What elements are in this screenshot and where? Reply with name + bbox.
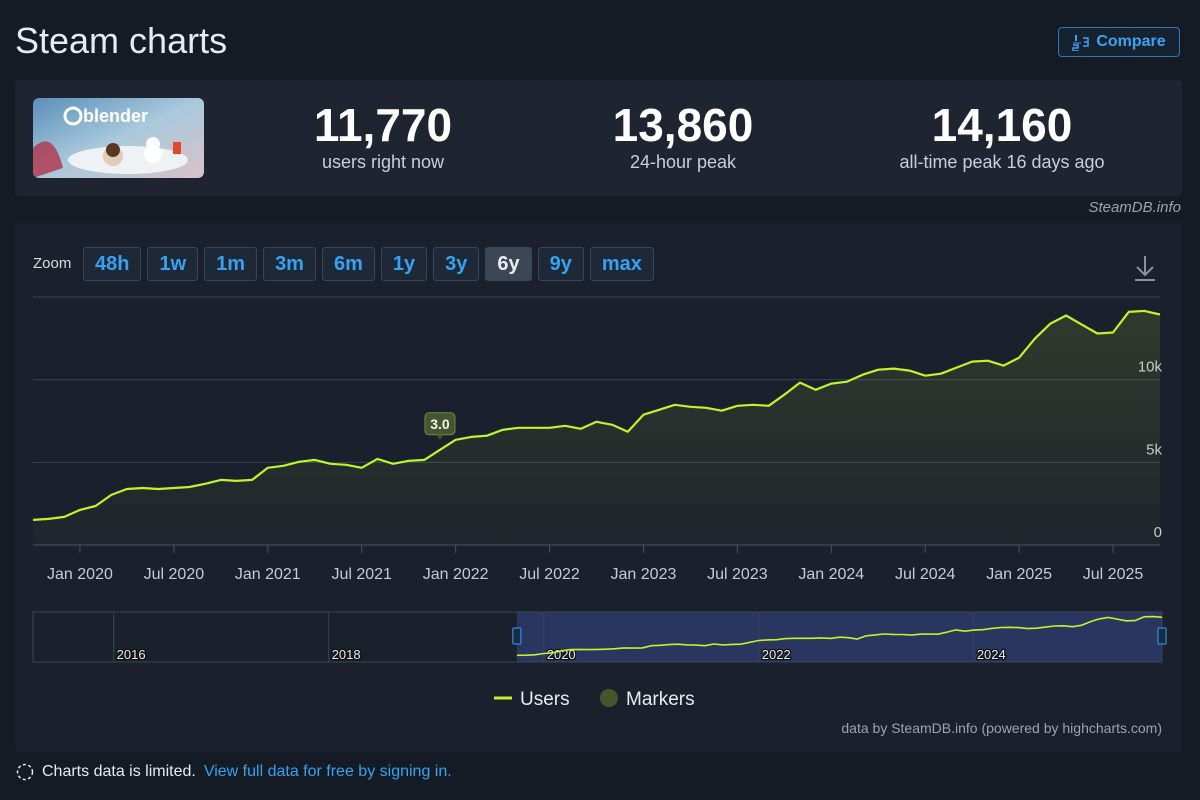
marker-label: 3.0 [430,416,450,432]
x-tick-label: Jan 2023 [611,566,677,583]
legend: Users Markers [494,689,695,710]
x-tick-label: Jul 2024 [895,566,956,583]
zoom-buttons: 48h 1w 1m 3m 6m 1y 3y 6y 9y max [83,247,654,281]
stat: 14,160 all-time peak 16 days ago [852,100,1152,173]
compare-icon [1072,35,1090,51]
compare-button[interactable]: Compare [1058,27,1180,57]
x-tick-label: Jan 2024 [798,566,864,583]
navigator-handle[interactable] [512,627,522,645]
zoom-button[interactable]: 6y [485,247,532,281]
stat-value: 13,860 [612,99,754,151]
zoom-label: Zoom [33,255,72,272]
marker-pointer [435,434,444,440]
notice-text: Charts data is limited. [42,763,196,780]
x-tick-label: Jan 2020 [47,566,113,583]
legend-label[interactable]: Users [520,689,570,710]
stat-value: 14,160 [931,99,1073,151]
stats-panel: blender 11,770 users right now 13,860 24-h… [15,80,1182,196]
x-tick-label: Jan 2022 [423,566,489,583]
x-tick-label: Jul 2020 [144,566,205,583]
compare-label[interactable]: Compare [1096,33,1166,50]
zoom-button[interactable]: 1y [380,247,428,281]
source-credit[interactable]: SteamDB.info [1088,199,1181,216]
game-image-art: blender [33,98,204,178]
game-image[interactable]: blender [33,98,204,178]
download-icon[interactable] [1135,256,1155,281]
chart-credit: data by SteamDB.info (powered by highcha… [841,720,1162,736]
navigator-handle[interactable] [1157,627,1167,645]
stat-label: users right now [321,152,445,172]
sign-in-link[interactable]: View full data for free by signing in. [203,763,452,780]
x-tick-label: Jan 2025 [986,566,1052,583]
series-line [32,309,1161,521]
navigator-line [516,615,1163,657]
legend-label[interactable]: Markers [626,689,695,710]
x-tick-label: Jan 2021 [235,566,301,583]
zoom-button[interactable]: 1m [204,247,258,281]
stat-label: 24-hour peak [629,152,737,172]
zoom-button[interactable]: 1w [147,247,199,281]
x-tick-label: Jul 2025 [1083,566,1144,583]
page-title: Steam charts [15,20,228,61]
stat: 11,770 users right now [233,100,533,173]
stat: 13,860 24-hour peak [533,100,833,173]
navigator-label: 2024 [977,647,1006,662]
zoom-button[interactable]: 3y [433,247,480,281]
game-logo-text: blender [83,106,148,126]
zoom-button[interactable]: 9y [537,247,584,281]
marker: 3.0 [424,412,456,440]
navigator-label: 2022 [762,647,791,662]
notice-icon [16,763,34,781]
navigator-label: 2018 [332,647,361,662]
stat-label: all-time peak 16 days ago [899,152,1105,172]
legend-swatch [600,689,618,707]
series-area [33,310,1160,545]
zoom-button[interactable]: max [589,247,654,281]
x-tick-label: Jul 2021 [331,566,392,583]
x-tick-label: Jul 2023 [707,566,768,583]
stat-value: 11,770 [313,99,453,151]
zoom-button[interactable]: 6m [321,247,375,281]
navigator-label: 2016 [117,647,146,662]
footer: Charts data is limited. View full data f… [16,763,452,781]
zoom-button[interactable]: 48h [83,247,142,281]
zoom-button[interactable]: 3m [263,247,316,281]
x-tick-label: Jul 2022 [519,566,580,583]
